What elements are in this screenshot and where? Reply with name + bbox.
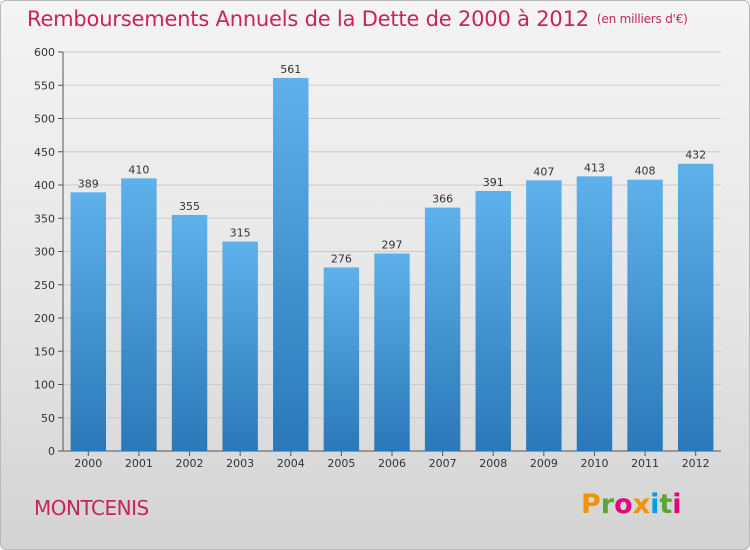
x-tick-label-2012: 2012 [682, 457, 710, 470]
data-label-2010: 413 [584, 161, 605, 174]
x-tick-label-2011: 2011 [631, 457, 659, 470]
chart-title-text: Remboursements Annuels de la Dette de 20… [27, 7, 589, 31]
data-label-2003: 315 [230, 227, 251, 240]
chart-subtitle: (en milliers d'€) [596, 12, 688, 26]
bar-2005 [323, 267, 360, 451]
brand-letter: i [650, 489, 660, 520]
y-tick-label: 50 [41, 412, 55, 425]
bar-2011 [627, 179, 663, 451]
data-label-2008: 391 [483, 176, 504, 189]
data-label-2000: 389 [78, 177, 99, 190]
chart-title: Remboursements Annuels de la Dette de 20… [27, 7, 688, 31]
bar-2002 [171, 214, 208, 451]
y-tick-label: 350 [34, 212, 55, 225]
y-tick-label: 0 [48, 445, 55, 458]
data-label-2007: 366 [432, 193, 453, 206]
brand-letter: x [632, 489, 651, 520]
y-tick-label: 100 [34, 379, 55, 392]
y-tick-label: 200 [34, 312, 55, 325]
y-tick-label: 600 [34, 46, 55, 59]
x-tick-label-2010: 2010 [580, 457, 608, 470]
x-tick-label-2003: 2003 [226, 457, 254, 470]
data-labels: 389 410 355 315 561 276 297 366 391 407 413 408 432 [78, 63, 706, 266]
x-tick-label-2009: 2009 [530, 457, 558, 470]
commune-name: MONTCENIS [34, 496, 149, 520]
bar-2001 [121, 178, 157, 451]
data-label-2012: 432 [685, 149, 706, 162]
data-label-2001: 410 [128, 163, 149, 176]
y-tick-label: 250 [34, 279, 55, 292]
data-label-2002: 355 [179, 200, 200, 213]
x-tick-label-2002: 2002 [176, 457, 204, 470]
bar-2009 [526, 180, 562, 451]
data-label-2006: 297 [382, 238, 403, 251]
bar-2003 [222, 241, 258, 451]
y-tick-label: 400 [34, 179, 55, 192]
x-tick-label-2006: 2006 [378, 457, 406, 470]
brand-letter: P [581, 489, 601, 520]
data-label-2004: 561 [280, 63, 301, 76]
y-tick-label: 300 [34, 246, 55, 259]
bar-2010 [576, 176, 613, 452]
x-tick-label-2000: 2000 [74, 457, 102, 470]
brand-letter: i [672, 489, 682, 520]
bar-2000 [70, 192, 107, 451]
x-tick-label-2004: 2004 [277, 457, 305, 470]
x-tick-label-2008: 2008 [479, 457, 507, 470]
bar-2012 [677, 163, 714, 451]
x-tick-label-2001: 2001 [125, 457, 153, 470]
data-label-2011: 408 [635, 165, 656, 178]
x-tick-label-2007: 2007 [429, 457, 457, 470]
bar-2007 [424, 207, 461, 451]
y-tick-label: 500 [34, 113, 55, 126]
y-tick-label: 550 [34, 79, 55, 92]
brand-letter: r [600, 489, 615, 520]
data-label-2009: 407 [533, 165, 554, 178]
data-label-2005: 276 [331, 252, 352, 265]
brand-letter: o [614, 489, 633, 520]
axes: 0 50 100 150 200 250 300 350 400 450 500 550 600 2000… [34, 46, 721, 470]
proxiti-logo[interactable]: Proxiti [581, 489, 682, 520]
y-tick-label: 450 [34, 146, 55, 159]
bar-2006 [374, 253, 410, 451]
bars [70, 77, 714, 452]
bar-2004 [273, 77, 309, 451]
brand-letter: t [659, 489, 673, 520]
x-tick-label-2005: 2005 [327, 457, 355, 470]
bar-2008 [475, 190, 511, 452]
y-tick-label: 150 [34, 345, 55, 358]
